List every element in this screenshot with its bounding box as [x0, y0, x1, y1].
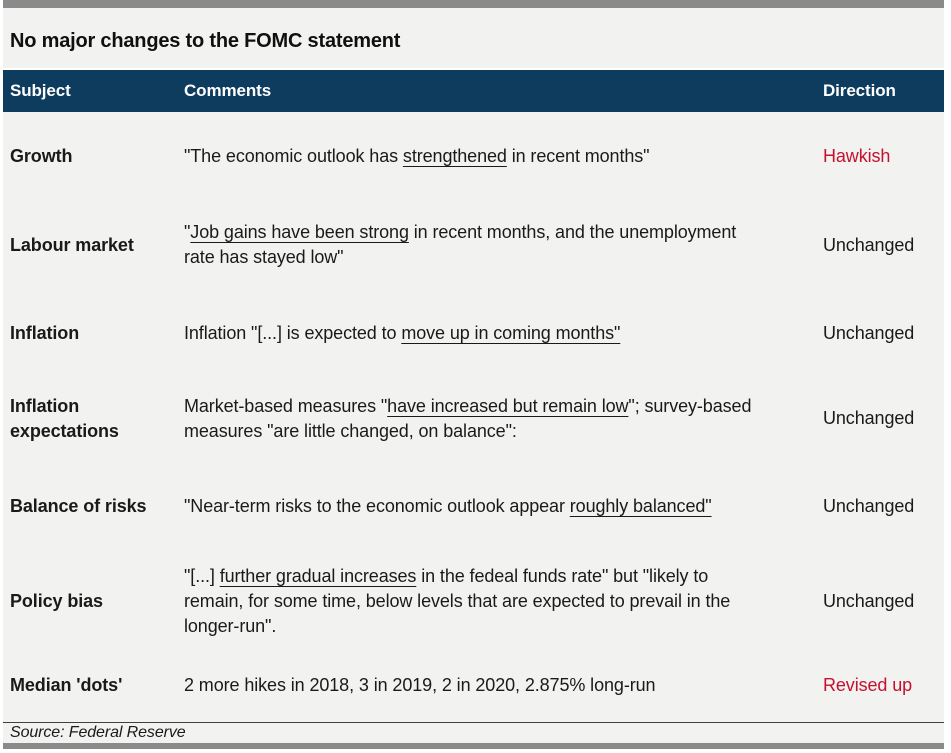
direction-cell: Unchanged — [823, 590, 915, 611]
table-header-row: Subject Comments Direction — [3, 70, 944, 112]
comments-cell: "Near-term risks to the economic outlook… — [184, 461, 823, 551]
footer-spacer — [3, 719, 944, 722]
comment-underlined-text: roughly balanced" — [569, 495, 712, 516]
direction-cell: Revised up — [823, 674, 913, 695]
comment-text: in recent months, and the unemployment r… — [184, 222, 737, 267]
top-border-bar — [3, 0, 944, 8]
title-divider — [3, 68, 944, 70]
column-header-comments: Comments — [184, 70, 823, 112]
subject-cell: Growth — [10, 145, 73, 166]
figure-title-area: No major changes to the FOMC statement — [3, 8, 944, 68]
comment-text: "; survey-based measures "are little cha… — [184, 395, 752, 441]
comment-underlined-text: have increased but remain low — [387, 395, 629, 416]
comments-cell: Inflation "[...] is expected to move up … — [184, 290, 823, 376]
comment-text: 2 more hikes in 2018, 3 in 2019, 2 in 20… — [184, 674, 656, 695]
comment-underlined-text: Job gains have been strong — [190, 222, 409, 242]
subject-cell: Balance of risks — [10, 495, 147, 516]
comment-text: Market-based measures " — [184, 395, 388, 416]
fomc-table: Subject Comments Direction Growth "The e… — [3, 70, 944, 719]
comment-underlined-text: further gradual increases — [219, 565, 417, 586]
direction-cell: Unchanged — [823, 495, 915, 516]
comment-text: "Near-term risks to the economic outlook… — [184, 495, 570, 516]
comment-text: "The economic outlook has — [184, 145, 403, 166]
column-header-subject: Subject — [3, 70, 184, 112]
table-row: Balance of risks "Near-term risks to the… — [3, 461, 944, 551]
table-row: Inflation expectations Market-based meas… — [3, 376, 944, 461]
source-row: Source: Federal Reserve — [3, 722, 944, 743]
comments-cell: "Job gains have been strong in recent mo… — [184, 200, 823, 290]
table-body: Growth "The economic outlook has strengt… — [3, 112, 944, 719]
comments-cell: "[...] further gradual increases in the … — [184, 551, 823, 651]
direction-cell: Unchanged — [823, 322, 915, 343]
table-row: Growth "The economic outlook has strengt… — [3, 112, 944, 200]
subject-cell: Median 'dots' — [10, 674, 123, 695]
fomc-statement-figure: No major changes to the FOMC statement S… — [3, 0, 944, 749]
subject-cell: Inflation expectations — [10, 395, 119, 441]
direction-cell: Hawkish — [823, 145, 891, 166]
column-header-direction: Direction — [823, 70, 944, 112]
comment-text: "[...] — [184, 565, 220, 586]
comments-cell: "The economic outlook has strengthened i… — [184, 112, 823, 200]
comment-text: Inflation "[...] is expected to — [184, 322, 402, 343]
comment-underlined-text: move up in coming months" — [401, 322, 621, 343]
subject-cell: Inflation — [10, 322, 80, 343]
table-row: Labour market "Job gains have been stron… — [3, 200, 944, 290]
comments-cell: 2 more hikes in 2018, 3 in 2019, 2 in 20… — [184, 651, 823, 719]
table-row: Median 'dots' 2 more hikes in 2018, 3 in… — [3, 651, 944, 719]
subject-cell: Labour market — [10, 234, 134, 255]
bottom-border-bar — [3, 743, 944, 749]
subject-cell: Policy bias — [10, 590, 103, 611]
table-row: Policy bias "[...] further gradual incre… — [3, 551, 944, 651]
comment-text: in the fedeal funds rate" but "likely to… — [184, 565, 731, 636]
comment-underlined-text: strengthened — [402, 145, 507, 166]
comments-cell: Market-based measures "have increased bu… — [184, 376, 823, 461]
comment-text: in recent months" — [506, 145, 650, 166]
table-row: Inflation Inflation "[...] is expected t… — [3, 290, 944, 376]
direction-cell: Unchanged — [823, 408, 915, 428]
direction-cell: Unchanged — [823, 234, 915, 255]
figure-title: No major changes to the FOMC statement — [10, 29, 401, 52]
comment-text: " — [184, 222, 191, 242]
source-text: Source: Federal Reserve — [10, 724, 186, 741]
